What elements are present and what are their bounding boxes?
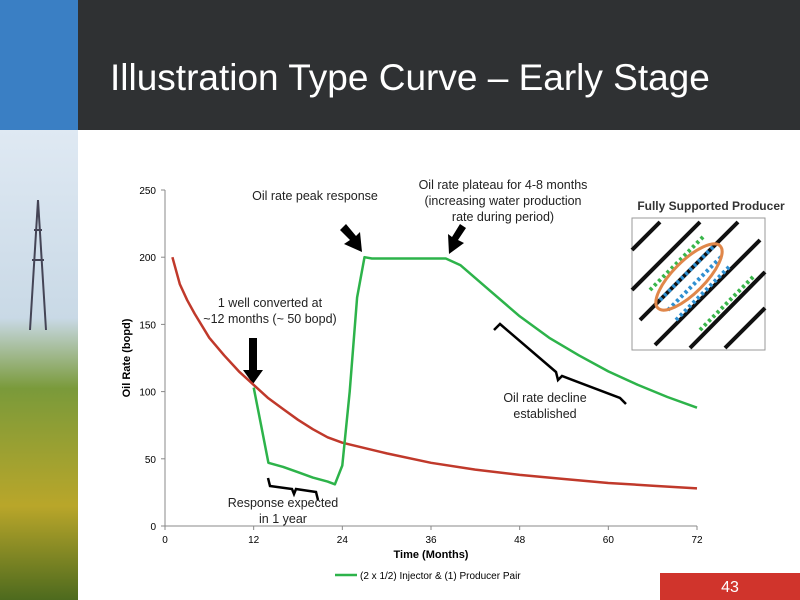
arrow: [448, 224, 466, 254]
x-tick-label: 12: [248, 535, 260, 546]
rig-silhouette: [29, 199, 47, 331]
x-tick-label: 60: [603, 535, 615, 546]
line-series: [171, 256, 698, 490]
x-tick-label: 24: [337, 535, 349, 546]
arrow: [340, 224, 362, 252]
annotation: Oil rate peak response: [252, 189, 378, 203]
annotation: Oil rate plateau for 4-8 months: [419, 178, 588, 192]
brace: [266, 477, 320, 501]
x-tick-label: 0: [162, 535, 168, 546]
annotation: Oil rate decline: [503, 391, 586, 405]
annotation: 1 well converted at: [218, 296, 323, 310]
accent-block: [0, 0, 78, 130]
inset-arrows-blue: [658, 243, 732, 322]
x-tick-label: 72: [691, 535, 703, 546]
slide-title: Illustration Type Curve – Early Stage: [110, 57, 710, 98]
y-tick-label: 50: [145, 455, 157, 466]
legend-label: (2 x 1/2) Injector & (1) Producer Pair: [360, 571, 521, 582]
annotation: rate during period): [452, 210, 554, 224]
inset-highlight: [654, 242, 724, 312]
annotation-arrows: [243, 224, 627, 501]
annotation: (increasing water production: [424, 194, 581, 208]
y-tick-label: 250: [139, 186, 156, 197]
page-number: 43: [721, 579, 739, 596]
annotation: ~12 months (~ 50 bopd): [203, 312, 336, 326]
y-axis-title: Oil Rate (bopd): [121, 318, 133, 397]
brace: [493, 322, 627, 405]
inset-title: Fully Supported Producer: [637, 199, 785, 213]
annotation: Response expected: [228, 496, 339, 510]
y-tick-label: 100: [139, 388, 156, 399]
page-number-box: [660, 573, 800, 600]
inset-arrows-green: [648, 233, 757, 332]
y-tick-label: 150: [139, 320, 156, 331]
y-tick-label: 200: [139, 253, 156, 264]
x-tick-label: 36: [425, 535, 437, 546]
header-band: [78, 0, 800, 130]
line-series: [252, 255, 698, 486]
annotation: in 1 year: [259, 512, 307, 526]
inset: Fully Supported Producer: [630, 199, 785, 351]
annotation: established: [513, 407, 576, 421]
y-tick-label: 0: [150, 522, 156, 533]
inset-hatch: [630, 220, 767, 350]
arrow: [243, 338, 263, 384]
x-tick-label: 48: [514, 535, 526, 546]
x-axis-title: Time (Months): [394, 549, 469, 561]
